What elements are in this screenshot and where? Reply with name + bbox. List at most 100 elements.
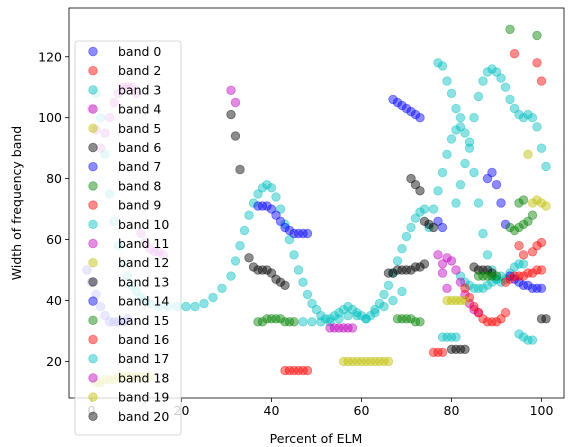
data-point (473, 308, 484, 318)
data-point (419, 216, 430, 227)
legend-label: band 9 (118, 198, 161, 213)
data-point (536, 314, 547, 324)
data-point (451, 332, 461, 342)
data-point (446, 295, 457, 306)
data-point (496, 271, 506, 281)
data-point (356, 311, 367, 321)
data-point (280, 222, 290, 233)
legend-label: band 2 (118, 63, 161, 78)
data-point (437, 259, 448, 269)
data-point (505, 24, 515, 35)
data-point (536, 265, 547, 275)
data-point (437, 332, 448, 342)
data-point (230, 131, 241, 141)
data-point (388, 268, 398, 278)
legend-label: band 13 (118, 274, 169, 289)
data-point (469, 167, 479, 178)
data-point (541, 161, 551, 172)
data-point (415, 186, 425, 196)
data-point (424, 219, 434, 230)
legend-entry: band 2 (88, 63, 161, 78)
data-point (275, 277, 286, 287)
data-point (500, 219, 511, 230)
legend-label: band 20 (118, 409, 169, 424)
data-point (298, 228, 308, 239)
data-point (514, 109, 524, 120)
data-point (370, 308, 380, 318)
data-point (491, 274, 502, 284)
data-point (514, 329, 524, 339)
data-point (275, 216, 286, 227)
data-point (518, 332, 529, 342)
data-point (397, 314, 407, 324)
data-point (536, 143, 547, 153)
legend-label: band 16 (118, 332, 169, 347)
data-point (392, 314, 403, 324)
data-point (338, 304, 349, 315)
data-point (505, 274, 515, 284)
legend-entry: band 0 (88, 44, 161, 59)
data-point (248, 198, 259, 208)
legend-marker (88, 65, 98, 76)
data-point (518, 112, 529, 123)
data-point (284, 365, 295, 376)
data-point (500, 82, 511, 92)
data-point (527, 335, 538, 345)
data-point (392, 265, 403, 275)
legend-marker (88, 354, 98, 364)
data-point (469, 283, 479, 294)
data-point (451, 344, 461, 355)
y-axis-label: Width of frequency band (9, 126, 24, 280)
data-point (275, 314, 286, 324)
legend-entry: band 5 (88, 121, 161, 136)
legend-entry: band 8 (88, 178, 161, 193)
legend-label: band 6 (118, 140, 161, 155)
data-point (491, 317, 502, 327)
data-point (532, 283, 542, 294)
data-point (478, 76, 488, 86)
data-point (352, 311, 362, 321)
data-point (518, 280, 529, 291)
x-tick-label: 80 (444, 403, 460, 418)
data-point (446, 256, 457, 266)
data-point (397, 243, 407, 254)
data-point (257, 201, 268, 211)
data-point (338, 356, 349, 367)
data-point (406, 173, 416, 184)
legend-box (74, 40, 182, 436)
data-point (442, 332, 452, 342)
data-point (419, 204, 430, 214)
legend-entry: band 9 (88, 198, 161, 213)
data-point (473, 283, 484, 294)
data-point (527, 268, 538, 278)
data-point (325, 317, 335, 327)
data-point (374, 356, 385, 367)
data-point (419, 259, 430, 269)
data-point (464, 137, 475, 147)
data-point (496, 198, 506, 208)
legend-label: band 8 (118, 178, 161, 193)
legend-entry: band 11 (88, 236, 169, 251)
data-point (379, 289, 389, 300)
data-point (482, 67, 493, 77)
data-point (473, 308, 484, 318)
data-point (536, 76, 547, 86)
data-point (365, 356, 376, 367)
data-point (397, 100, 407, 111)
legend-label: band 4 (118, 102, 161, 117)
data-point (433, 216, 443, 227)
data-point (334, 314, 344, 324)
data-point (415, 317, 425, 327)
y-tick-label: 40 (46, 293, 62, 308)
data-point (298, 365, 308, 376)
data-point (500, 308, 511, 318)
data-point (379, 301, 389, 312)
data-point (392, 256, 403, 266)
data-point (401, 314, 412, 324)
data-point (487, 64, 497, 74)
data-point (298, 317, 308, 327)
data-point (442, 149, 452, 160)
data-point (523, 268, 533, 278)
data-point (509, 271, 520, 281)
